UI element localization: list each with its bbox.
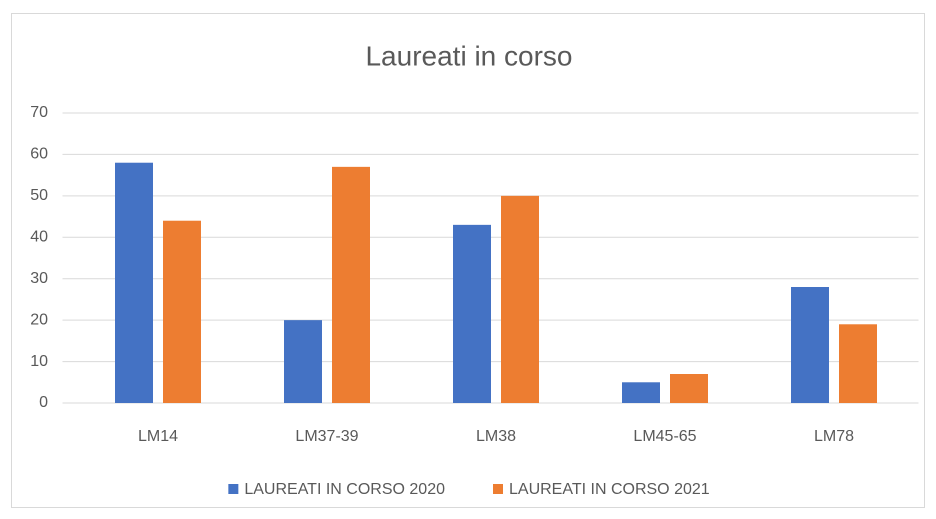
bar [791, 287, 829, 403]
legend-swatch [493, 484, 503, 494]
chart-title: Laureati in corso [365, 40, 572, 71]
legend-swatch [228, 484, 239, 494]
y-tick-label: 30 [30, 270, 48, 287]
legend-label: LAUREATI IN CORSO 2021 [509, 481, 710, 498]
x-tick-label: LM37-39 [295, 428, 358, 445]
legend-label: LAUREATI IN CORSO 2020 [244, 481, 445, 498]
bar [284, 320, 322, 403]
x-tick-label: LM78 [814, 428, 854, 445]
bar [453, 224, 491, 403]
bar [501, 195, 539, 403]
y-tick-label: 40 [30, 229, 48, 246]
bar [163, 220, 201, 403]
y-tick-label: 50 [30, 187, 48, 204]
y-tick-label: 70 [30, 104, 48, 121]
bar [115, 162, 153, 403]
x-tick-label: LM45-65 [633, 428, 696, 445]
y-tick-label: 60 [30, 146, 48, 163]
bar [622, 382, 660, 403]
bar [670, 374, 708, 403]
bar [839, 324, 877, 403]
y-tick-label: 0 [39, 394, 48, 411]
bar [332, 166, 370, 403]
y-tick-label: 10 [30, 353, 48, 370]
x-tick-label: LM38 [476, 428, 516, 445]
y-tick-label: 20 [30, 311, 48, 328]
x-tick-label: LM14 [138, 428, 178, 445]
